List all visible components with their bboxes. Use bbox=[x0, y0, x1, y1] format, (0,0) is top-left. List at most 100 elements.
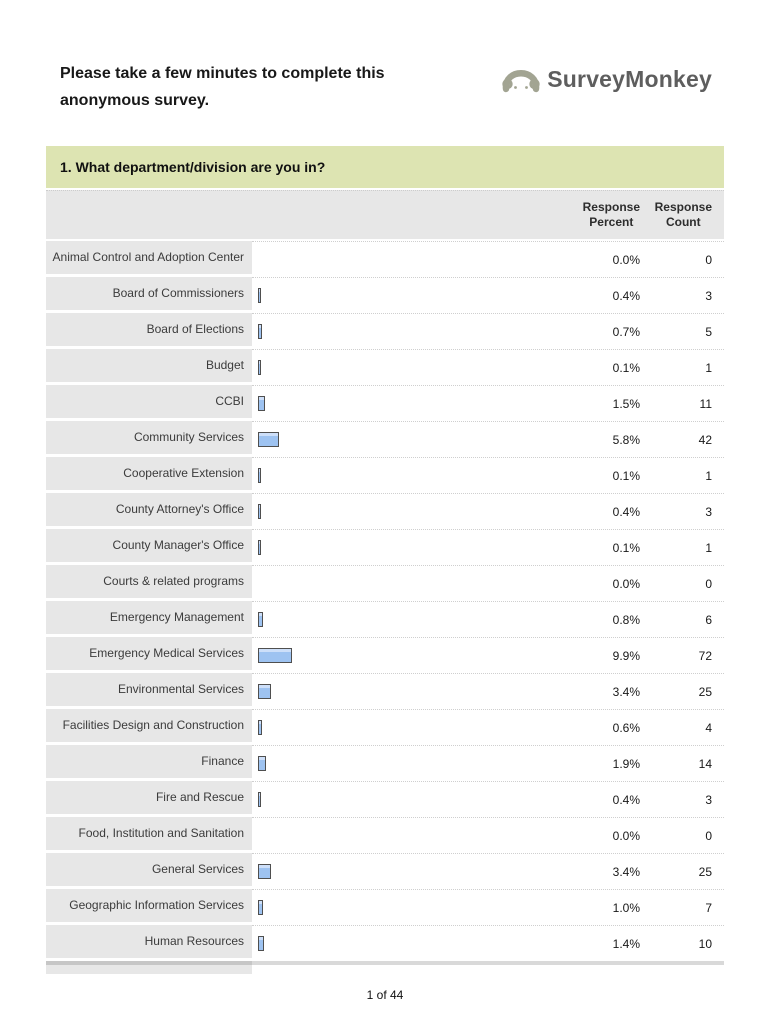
cutoff-row-divider bbox=[46, 961, 724, 965]
response-count-value: 25 bbox=[698, 864, 712, 879]
row-label: Budget bbox=[46, 349, 252, 385]
response-count-cell: 25 bbox=[640, 865, 724, 879]
bar-area bbox=[252, 468, 550, 483]
response-count-cell: 6 bbox=[640, 613, 724, 627]
table-row-18: Geographic Information Services 1.0% 7 bbox=[46, 889, 724, 925]
table-row-8: County Manager's Office 0.1% 1 bbox=[46, 529, 724, 565]
row-label: County Attorney's Office bbox=[46, 493, 252, 529]
table-row-14: Finance 1.9% 14 bbox=[46, 745, 724, 781]
bar-area bbox=[252, 540, 550, 555]
bar-area bbox=[252, 900, 550, 915]
response-percent-value: 0.8% bbox=[612, 612, 640, 627]
response-percent-value: 3.4% bbox=[612, 864, 640, 879]
response-count-value: 0 bbox=[705, 576, 712, 591]
surveymonkey-logo: SurveyMonkey bbox=[502, 64, 712, 95]
page-number: 1 of 44 bbox=[366, 988, 404, 1002]
response-count-cell: 72 bbox=[640, 649, 724, 663]
row-label: Food, Institution and Sanitation bbox=[46, 817, 252, 853]
response-percent-value: 0.4% bbox=[612, 504, 640, 519]
survey-intro-line2: anonymous survey. bbox=[60, 92, 210, 109]
response-percent-cell: 0.4% bbox=[550, 505, 640, 519]
response-bar bbox=[258, 720, 262, 735]
response-count-value: 0 bbox=[705, 252, 712, 267]
response-count-value: 4 bbox=[705, 720, 712, 735]
table-row-1: Board of Commissioners 0.4% 3 bbox=[46, 277, 724, 313]
response-count-value: 14 bbox=[698, 756, 712, 771]
row-label: Board of Commissioners bbox=[46, 277, 252, 313]
response-percent-value: 1.5% bbox=[612, 396, 640, 411]
response-percent-cell: 0.7% bbox=[550, 325, 640, 339]
response-percent-value: 0.0% bbox=[612, 576, 640, 591]
page-footer: 1 of 44 bbox=[0, 988, 770, 1002]
response-percent-cell: 0.1% bbox=[550, 469, 640, 483]
response-percent-value: 0.1% bbox=[612, 468, 640, 483]
response-bar bbox=[258, 612, 263, 627]
response-count-header-cell: Response Count bbox=[640, 200, 724, 230]
response-count-value: 3 bbox=[705, 504, 712, 519]
response-count-cell: 3 bbox=[640, 793, 724, 807]
row-content: 0.1% 1 bbox=[252, 349, 724, 385]
response-count-value: 7 bbox=[705, 900, 712, 915]
response-count-cell: 0 bbox=[640, 253, 724, 267]
response-percent-cell: 0.4% bbox=[550, 289, 640, 303]
bar-area bbox=[252, 756, 550, 771]
monkey-icon bbox=[502, 70, 540, 93]
bar-area bbox=[252, 324, 550, 339]
response-count-cell: 3 bbox=[640, 289, 724, 303]
row-label: Geographic Information Services bbox=[46, 889, 252, 925]
response-bar bbox=[258, 504, 261, 519]
question-title-bar: 1. What department/division are you in? bbox=[46, 146, 724, 188]
bar-area bbox=[252, 504, 550, 519]
table-rows: Animal Control and Adoption Center 0.0% … bbox=[46, 241, 724, 961]
response-bar bbox=[258, 648, 292, 663]
response-bar bbox=[258, 432, 279, 447]
table-row-10: Emergency Management 0.8% 6 bbox=[46, 601, 724, 637]
response-count-value: 25 bbox=[698, 684, 712, 699]
row-label: Finance bbox=[46, 745, 252, 781]
response-percent-cell: 0.8% bbox=[550, 613, 640, 627]
response-count-value: 5 bbox=[705, 324, 712, 339]
response-bar bbox=[258, 540, 261, 555]
response-bar bbox=[258, 288, 261, 303]
results-table: Response Percent Response Count Animal C… bbox=[46, 190, 724, 974]
page-header: Please take a few minutes to complete th… bbox=[0, 0, 770, 114]
response-count-cell: 42 bbox=[640, 433, 724, 447]
response-percent-value: 0.0% bbox=[612, 252, 640, 267]
response-count-header: Response Count bbox=[655, 200, 712, 230]
table-row-15: Fire and Rescue 0.4% 3 bbox=[46, 781, 724, 817]
response-percent-cell: 0.4% bbox=[550, 793, 640, 807]
row-content: 0.8% 6 bbox=[252, 601, 724, 637]
response-count-cell: 3 bbox=[640, 505, 724, 519]
row-label: Board of Elections bbox=[46, 313, 252, 349]
response-percent-value: 0.4% bbox=[612, 288, 640, 303]
row-content: 3.4% 25 bbox=[252, 673, 724, 709]
row-content: 3.4% 25 bbox=[252, 853, 724, 889]
table-row-17: General Services 3.4% 25 bbox=[46, 853, 724, 889]
survey-intro-title: Please take a few minutes to complete th… bbox=[60, 60, 385, 114]
response-bar bbox=[258, 684, 271, 699]
row-content: 0.0% 0 bbox=[252, 565, 724, 601]
bar-area bbox=[252, 432, 550, 447]
bar-area bbox=[252, 864, 550, 879]
response-percent-cell: 9.9% bbox=[550, 649, 640, 663]
response-count-cell: 5 bbox=[640, 325, 724, 339]
response-percent-header-line2: Percent bbox=[589, 215, 634, 229]
response-percent-cell: 0.6% bbox=[550, 721, 640, 735]
response-percent-value: 0.0% bbox=[612, 828, 640, 843]
cutoff-row-label-stub bbox=[46, 965, 252, 974]
response-count-value: 1 bbox=[705, 540, 712, 555]
bar-area bbox=[252, 396, 550, 411]
response-bar bbox=[258, 936, 264, 951]
response-count-value: 10 bbox=[698, 936, 712, 951]
response-count-value: 1 bbox=[705, 360, 712, 375]
row-content: 0.1% 1 bbox=[252, 457, 724, 493]
table-row-12: Environmental Services 3.4% 25 bbox=[46, 673, 724, 709]
table-row-2: Board of Elections 0.7% 5 bbox=[46, 313, 724, 349]
response-count-cell: 1 bbox=[640, 469, 724, 483]
response-percent-cell: 1.0% bbox=[550, 901, 640, 915]
table-row-19: Human Resources 1.4% 10 bbox=[46, 925, 724, 961]
response-count-cell: 10 bbox=[640, 937, 724, 951]
response-percent-value: 0.6% bbox=[612, 720, 640, 735]
response-percent-value: 9.9% bbox=[612, 648, 640, 663]
response-count-value: 3 bbox=[705, 792, 712, 807]
